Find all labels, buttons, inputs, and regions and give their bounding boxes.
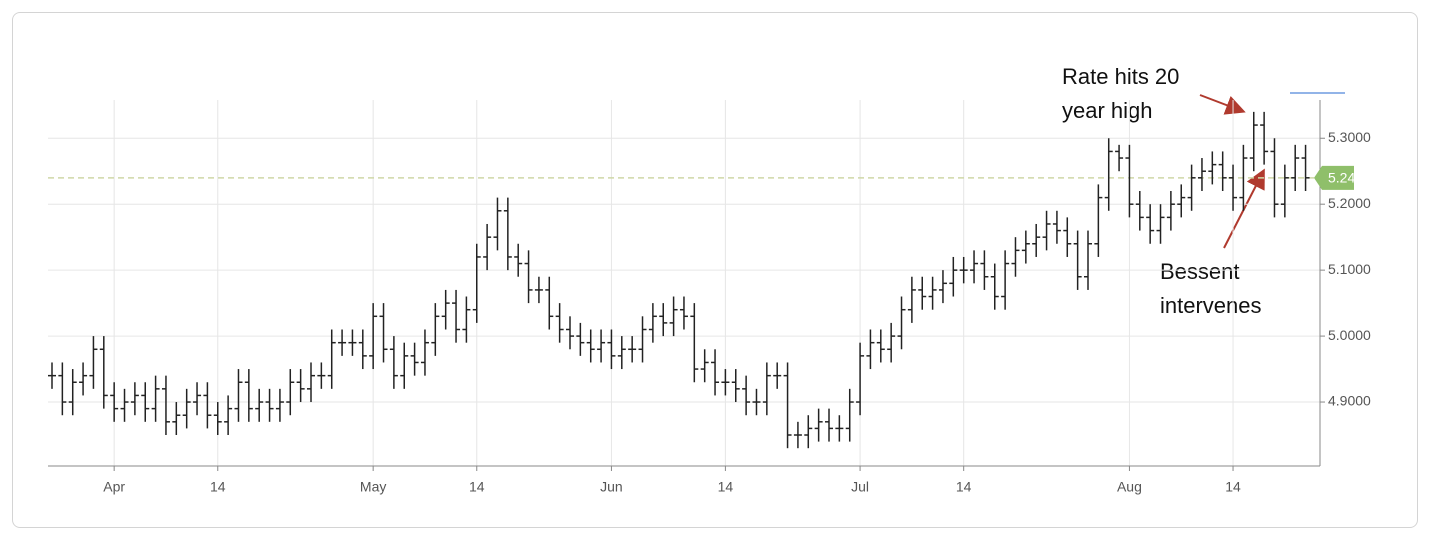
x-tick-label: Apr	[103, 479, 125, 495]
x-tick-label: 14	[1225, 479, 1241, 495]
annotation: Bessent	[1160, 259, 1240, 284]
card	[12, 12, 1418, 528]
annotations: Rate hits 20 year high Bessent intervenes	[1062, 64, 1262, 318]
arrow	[1199, 94, 1246, 115]
y-tick-label: 5.3000	[1328, 129, 1371, 145]
y-tick-label: 5.0000	[1328, 327, 1371, 343]
x-tick-label: 14	[718, 479, 734, 495]
x-tick-label: Aug	[1117, 479, 1142, 495]
last-price-tag	[1314, 165, 1354, 190]
x-tick-label: May	[360, 479, 386, 495]
y-tick-label: 5.1000	[1328, 261, 1371, 277]
annotation: intervenes	[1160, 293, 1262, 318]
annotation: year high	[1062, 98, 1153, 123]
y-tick-label: 5.2000	[1328, 195, 1371, 211]
y-tick-label: 4.9000	[1328, 393, 1371, 409]
x-tick-label: 14	[469, 479, 485, 495]
annotation: Rate hits 20	[1062, 64, 1179, 89]
last-price-label: 5.2400	[1328, 170, 1371, 186]
x-tick-label: 14	[956, 479, 972, 495]
x-tick-label: Jul	[851, 479, 869, 495]
x-tick-label: Jun	[600, 479, 623, 495]
x-tick-label: 14	[210, 479, 226, 495]
